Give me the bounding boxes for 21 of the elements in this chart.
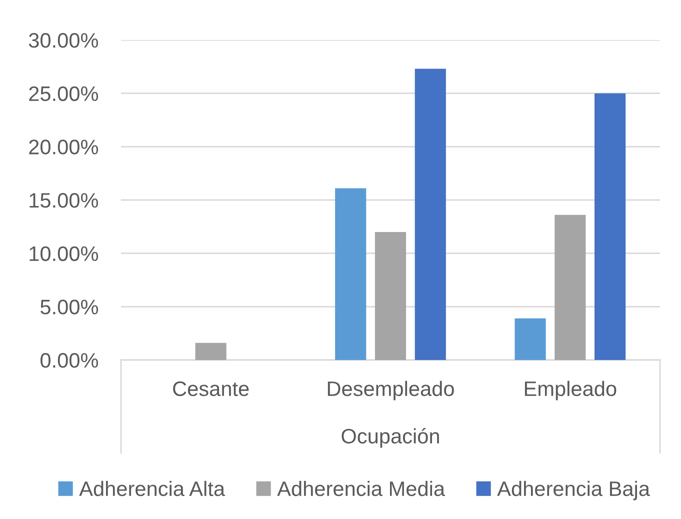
bar xyxy=(514,318,546,360)
bar xyxy=(594,93,626,360)
y-tick-label: 5.00% xyxy=(40,300,98,314)
bar xyxy=(554,214,586,360)
y-tick-label: 15.00% xyxy=(30,193,98,208)
bar xyxy=(374,232,406,360)
legend-label: Adherencia Baja xyxy=(497,480,650,500)
x-axis-title: Ocupación xyxy=(342,428,439,448)
y-tick-label: 30.00% xyxy=(28,33,98,48)
y-tick-label: 0.00% xyxy=(40,353,98,368)
bar xyxy=(414,68,446,360)
legend-label: Adherencia Media xyxy=(277,480,446,496)
x-tick-label: Desempleado xyxy=(328,380,454,400)
x-tick-label: Empleado xyxy=(524,380,616,400)
y-tick-label: 10.00% xyxy=(30,246,98,262)
x-tick-label: Cesante xyxy=(173,381,249,396)
bar xyxy=(335,188,366,360)
bar xyxy=(195,342,226,360)
y-tick-label: 25.00% xyxy=(29,86,98,102)
y-tick-label: 20.00% xyxy=(29,140,98,154)
legend-label: Adherencia Alta xyxy=(79,480,226,496)
